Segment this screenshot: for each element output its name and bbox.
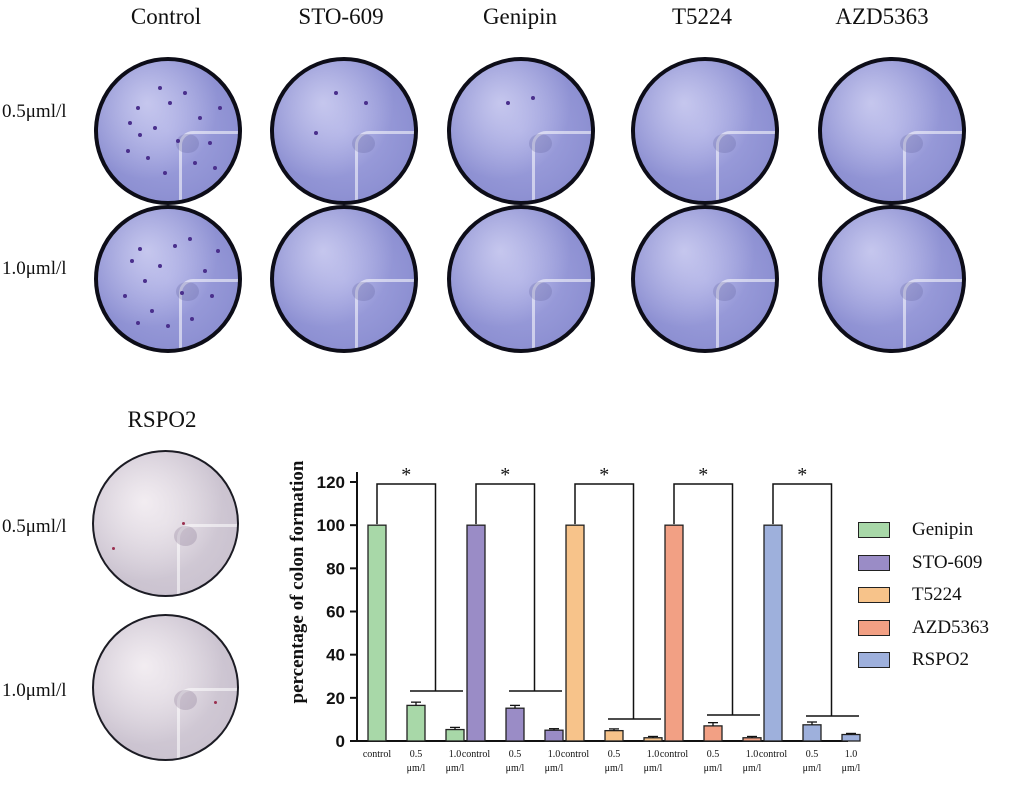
x-label-sto-609-1-1: μm/l	[506, 763, 525, 774]
legend-label-genipin: Genipin	[912, 519, 974, 541]
row-label-1-0: 1.0μml/l	[2, 258, 67, 279]
x-label-genipin-1-1: μm/l	[407, 763, 426, 774]
legend-label-rspo2: RSPO2	[912, 649, 970, 671]
sig-star-rspo2: *	[797, 464, 807, 486]
y-tick-label-0: 0	[336, 732, 345, 751]
column-label-azd5363: AZD5363	[835, 4, 929, 29]
legend-label-azd5363: AZD5363	[912, 616, 990, 638]
legend-swatch-genipin	[858, 522, 890, 539]
bar-t5224-0	[565, 524, 585, 742]
plate-genipin-0-5	[447, 57, 595, 205]
x-label-t5224-1-0: 0.5	[608, 749, 621, 760]
plate-genipin-1-0	[447, 205, 595, 353]
sig-bracket-azd5363	[673, 483, 734, 715]
legend-swatch-sto609	[858, 554, 890, 571]
bar-t5224-2	[643, 737, 663, 742]
x-label-sto-609-0-0: control	[462, 749, 491, 760]
sig-bracket-genipin	[376, 483, 437, 691]
x-label-sto-609-2-1: μm/l	[545, 763, 564, 774]
plate-rspo2-1-0	[92, 614, 239, 761]
bar-genipin-0	[367, 524, 387, 742]
bar-genipin-2	[445, 728, 465, 742]
legend-item-rspo2: RSPO2	[858, 644, 989, 677]
x-label-genipin-2-0: 1.0	[449, 749, 462, 760]
plate-t5224-1-0	[631, 205, 779, 353]
bar-sto-609-0	[466, 524, 486, 742]
sig-star-genipin: *	[401, 464, 411, 486]
x-label-t5224-2-0: 1.0	[647, 749, 660, 760]
column-label-control: Control	[130, 4, 202, 29]
column-label-t5224: T5224	[671, 4, 733, 29]
y-tick-label-120: 120	[317, 473, 345, 492]
rspo2-row-label-0-5: 0.5μml/l	[2, 516, 67, 537]
x-label-genipin-1-0: 0.5	[410, 749, 423, 760]
sig-bracket-t5224	[574, 483, 635, 719]
plate-sto609-1-0	[270, 205, 418, 353]
x-label-sto-609-1-0: 0.5	[509, 749, 522, 760]
plate-control-1-0	[94, 205, 242, 353]
legend-swatch-t5224	[858, 587, 890, 604]
plate-control-0-5	[94, 57, 242, 205]
y-tick-label-20: 20	[326, 689, 345, 708]
y-tick-label-60: 60	[326, 603, 345, 622]
x-label-genipin-2-1: μm/l	[446, 763, 465, 774]
x-label-azd5363-1-1: μm/l	[704, 763, 723, 774]
bar-genipin-1	[406, 704, 426, 742]
bar-azd5363-0	[664, 524, 684, 742]
plate-azd5363-1-0	[818, 205, 966, 353]
legend-swatch-azd5363	[858, 619, 890, 636]
y-tick-label-80: 80	[326, 559, 345, 578]
plate-azd5363-0-5	[818, 57, 966, 205]
x-label-azd5363-1-0: 0.5	[707, 749, 720, 760]
x-label-azd5363-0-0: control	[660, 749, 689, 760]
bar-rspo2-1	[802, 724, 822, 742]
x-label-t5224-1-1: μm/l	[605, 763, 624, 774]
bar-t5224-1	[604, 729, 624, 742]
legend-item-genipin: Genipin	[858, 514, 989, 547]
legend-item-t5224: T5224	[858, 579, 989, 612]
plate-t5224-0-5	[631, 57, 779, 205]
bar-rspo2-0	[763, 524, 783, 742]
x-label-azd5363-2-0: 1.0	[746, 749, 759, 760]
x-label-rspo2-2-1: μm/l	[842, 763, 861, 774]
x-label-t5224-0-0: control	[561, 749, 590, 760]
legend-item-azd5363: AZD5363	[858, 612, 989, 645]
chart-legend: Genipin STO-609 T5224 AZD5363 RSPO2	[858, 514, 989, 677]
x-label-rspo2-1-1: μm/l	[803, 763, 822, 774]
y-axis-label: percentage of colon formation	[287, 460, 308, 703]
bar-rspo2-2	[841, 733, 861, 742]
sig-bracket-rspo2	[772, 483, 833, 716]
sig-star-sto-609: *	[500, 464, 510, 486]
sig-star-t5224: *	[599, 464, 609, 486]
legend-item-sto609: STO-609	[858, 547, 989, 580]
sig-bracket-sto-609	[475, 483, 536, 691]
bar-azd5363-2	[742, 737, 762, 742]
legend-label-t5224: T5224	[912, 584, 962, 606]
legend-label-sto609: STO-609	[912, 551, 983, 573]
rspo2-title: RSPO2	[127, 407, 197, 432]
bar-sto-609-1	[505, 707, 525, 742]
x-label-t5224-2-1: μm/l	[644, 763, 663, 774]
bar-azd5363-1	[703, 725, 723, 742]
x-label-azd5363-2-1: μm/l	[743, 763, 762, 774]
y-tick-label-100: 100	[317, 516, 345, 535]
column-label-genipin: Genipin	[482, 4, 558, 29]
row-label-0-5: 0.5μml/l	[2, 101, 67, 122]
sig-star-azd5363: *	[698, 464, 708, 486]
plate-sto609-0-5	[270, 57, 418, 205]
x-label-rspo2-2-0: 1.0	[845, 749, 858, 760]
x-label-rspo2-1-0: 0.5	[806, 749, 819, 760]
x-label-genipin-0-0: control	[363, 749, 392, 760]
bar-sto-609-2	[544, 729, 564, 742]
rspo2-row-label-1-0: 1.0μml/l	[2, 680, 67, 701]
column-label-sto609: STO-609	[298, 4, 384, 29]
plate-rspo2-0-5	[92, 450, 239, 597]
y-tick-label-40: 40	[326, 646, 345, 665]
x-label-rspo2-0-0: control	[759, 749, 788, 760]
legend-swatch-rspo2	[858, 652, 890, 669]
x-label-sto-609-2-0: 1.0	[548, 749, 561, 760]
